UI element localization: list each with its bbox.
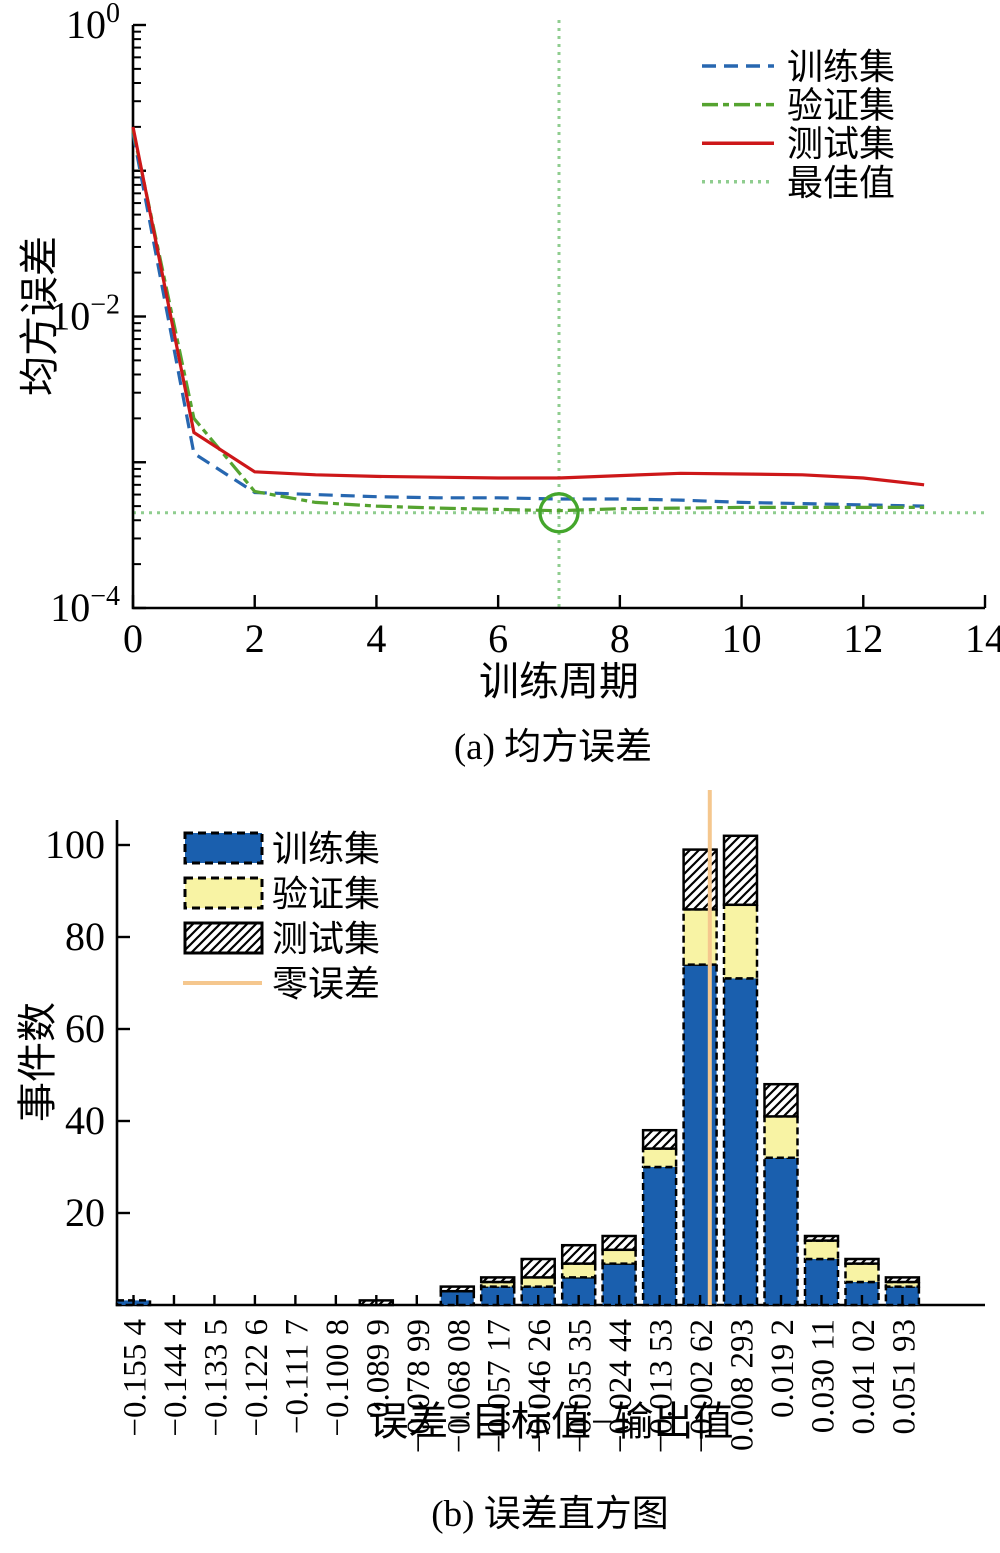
bin-label: 0.030 11 [806,1319,842,1433]
bar-segment-验证集 [803,1239,840,1261]
bar-segment-训练集 [763,1156,799,1307]
bin-label: 0.051 93 [886,1319,922,1435]
legend-label: 训练集 [787,47,895,87]
bar-segment-验证集 [560,1262,597,1279]
bar-segment-测试集 [722,834,759,907]
bar-segment-测试集 [439,1285,476,1293]
y-tick-label: 60 [65,1006,105,1051]
y-tick-label: 40 [65,1098,105,1143]
legend-label: 最佳值 [787,163,895,203]
legend-swatch-验证集 [183,876,264,910]
bin-label: −0.089 9 [360,1319,396,1437]
curve-测试集 [131,126,925,487]
legend-label: 验证集 [787,86,895,126]
curve-验证集 [131,129,925,513]
bar-segment-验证集 [520,1276,556,1288]
legend-swatch-测试集 [183,921,264,955]
bar-segment-测试集 [803,1234,840,1242]
x-tick-label: 12 [843,616,883,661]
legend-label: 训练集 [272,829,380,869]
bar-segment-验证集 [722,903,759,980]
hist-x-axis-label: 误差=目标值−输出值 [368,1399,734,1444]
bar-segment-验证集 [601,1248,637,1265]
bin-label: 0.008 293 [725,1319,761,1451]
hist-y-axis-label: 事件数 [15,1002,60,1122]
bar-segment-测试集 [641,1128,678,1150]
bar-segment-测试集 [763,1082,799,1118]
mse-y-axis-label: 均方误差 [17,236,62,396]
bar-segment-训练集 [722,977,759,1307]
bar-segment-验证集 [844,1262,880,1284]
bar-segment-验证集 [641,1147,678,1169]
bin-label: −0.111 7 [279,1319,315,1434]
panel-a-caption: (a) 均方误差 [453,727,653,768]
bin-label: 0.019 2 [765,1319,801,1418]
bin-label: −0.155 4 [118,1319,154,1437]
bin-label: −0.035 35 [563,1319,599,1453]
error-histogram-chart: 20 40 60 80 100 −0.155 4 −0.144 4 −0.133 5 −0.12… [45,790,985,1453]
x-tick-label: 6 [488,616,508,661]
bin-label: −0.013 53 [644,1319,680,1453]
bin-label: −0.046 26 [522,1319,558,1453]
y-tick-label: 100 [45,822,105,867]
bin-label: −0.068 08 [441,1319,477,1453]
bin-label: −0.057 17 [482,1319,518,1453]
y-tick-label: 20 [65,1190,105,1235]
x-tick-label: 2 [245,616,265,661]
x-tick-label: 14 [965,616,1000,661]
y-tick-label: 10−4 [50,581,120,630]
legend-label: 零误差 [272,964,380,1004]
x-tick-label: 0 [123,616,143,661]
bar-segment-验证集 [763,1115,799,1160]
y-tick-label: 100 [66,0,120,47]
x-tick-label: 4 [366,616,386,661]
bin-label: −0.122 6 [239,1319,275,1437]
bin-label: −0.100 8 [320,1319,356,1437]
legend-label: 测试集 [272,919,380,959]
bar-segment-测试集 [479,1276,516,1284]
legend-label: 测试集 [787,124,895,164]
bar-segment-测试集 [560,1243,597,1265]
legend-swatch-训练集 [183,831,264,865]
legend-label: 验证集 [272,874,380,914]
bin-label: −0.002 62 [684,1319,720,1453]
bin-label: 0.041 02 [846,1319,882,1435]
panel-b-caption: (b) 误差直方图 [431,1494,669,1535]
best-point-circle-marker [538,492,580,534]
x-tick-label: 10 [722,616,762,661]
bin-label: −0.078 99 [401,1319,437,1453]
bar-segment-训练集 [641,1165,678,1307]
bin-label: −0.024 44 [603,1319,639,1453]
y-tick-label: 80 [65,914,105,959]
y-tick-label: 10−2 [50,290,120,339]
bar-segment-测试集 [844,1257,880,1265]
bar-segment-测试集 [601,1234,637,1252]
bar-segment-测试集 [520,1257,556,1279]
bin-label: −0.144 4 [158,1319,194,1437]
x-tick-label: 8 [610,616,630,661]
bar-segment-测试集 [884,1276,921,1284]
bin-label: −0.133 5 [198,1319,234,1437]
mse-x-axis-label: 训练周期 [479,659,639,704]
